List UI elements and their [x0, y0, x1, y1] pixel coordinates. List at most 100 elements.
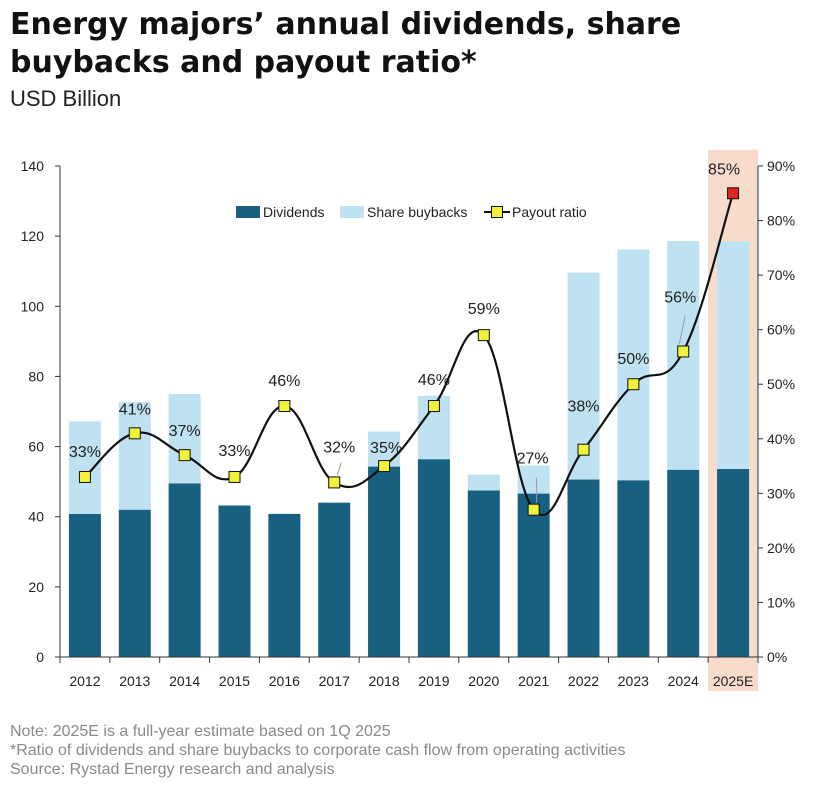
payout-label-2014: 37% [169, 423, 201, 440]
y2-tick-label: 80% [767, 213, 795, 229]
payout-label-2019: 46% [418, 372, 450, 389]
x-tick-label-2019: 2019 [418, 673, 449, 689]
bar-dividends-2016 [268, 513, 301, 657]
payout-marker-2018 [378, 460, 391, 473]
legend-swatch-dividends [236, 206, 260, 218]
payout-label-2021: 27% [517, 451, 549, 468]
y-tick-label: 100 [21, 298, 45, 314]
bar-dividends-2024 [667, 469, 700, 657]
x-tick-label-2012: 2012 [69, 673, 100, 689]
y2-tick-label: 70% [767, 267, 795, 283]
bar-buybacks-2013 [118, 402, 151, 510]
payout-marker-2022 [577, 443, 590, 456]
y-tick-label: 120 [21, 228, 45, 244]
x-tick-label-2018: 2018 [368, 673, 399, 689]
y2-tick-label: 40% [767, 431, 795, 447]
footnote-source: Source: Rystad Energy research and analy… [10, 761, 335, 778]
bar-dividends-2017 [318, 502, 351, 657]
bar-dividends-2022 [567, 479, 600, 657]
y-tick-label: 80 [28, 368, 44, 384]
x-tick-label-2023: 2023 [618, 673, 649, 689]
payout-marker-2021 [527, 503, 540, 516]
footnotes: Note: 2025E is a full-year estimate base… [10, 722, 810, 779]
payout-label-2023: 50% [617, 351, 649, 368]
y2-tick-label: 30% [767, 485, 795, 501]
x-tick-label-2024: 2024 [668, 673, 699, 689]
y-tick-label: 40 [28, 509, 44, 525]
payout-marker-2023 [627, 378, 640, 391]
bar-buybacks-2020 [467, 474, 500, 491]
bar-dividends-2012 [68, 513, 101, 657]
bar-dividends-2025e [717, 469, 750, 657]
x-tick-label-2013: 2013 [119, 673, 150, 689]
y2-tick-label: 10% [767, 594, 795, 610]
payout-label-leader [678, 315, 686, 345]
bar-buybacks-2014 [168, 393, 201, 484]
legend-swatch-buybacks [340, 206, 364, 218]
payout-marker-2012 [78, 470, 91, 483]
legend-swatch-payout-marker [491, 206, 503, 218]
y2-tick-label: 50% [767, 376, 795, 392]
payout-marker-2024 [677, 345, 690, 358]
bar-dividends-2020 [467, 490, 500, 657]
bar-buybacks-2023 [617, 249, 650, 481]
payout-label-2018: 35% [370, 440, 402, 457]
y2-tick-label: 60% [767, 322, 795, 338]
payout-marker-2020 [477, 329, 490, 342]
y-tick-label: 140 [21, 158, 45, 174]
bar-dividends-2013 [118, 509, 151, 657]
payout-marker-2019 [427, 400, 440, 413]
axes-layer: 0 20 40 60 80 100 120 140 0% 10% 20% 30% 40% 50% 60% 70… [21, 158, 795, 689]
payout-label-2015: 33% [218, 443, 250, 460]
payout-label-leader [336, 462, 342, 476]
payout-label-2013: 41% [119, 401, 151, 418]
bar-buybacks-2025e [717, 241, 750, 470]
x-tick-label-2016: 2016 [269, 673, 300, 689]
legend: Dividends Share buybacks Payout ratio [236, 204, 587, 220]
footnote-ratio-definition: *Ratio of dividends and share buybacks t… [10, 742, 626, 759]
payout-label-2022: 38% [567, 399, 599, 416]
x-tick-label-2022: 2022 [568, 673, 599, 689]
payout-marker-2015 [228, 470, 241, 483]
y-tick-label: 20 [28, 579, 44, 595]
payout-label-2020: 59% [468, 301, 500, 318]
payout-label-2016: 46% [268, 373, 300, 390]
chart-subtitle: USD Billion [10, 86, 122, 111]
payout-line-layer [78, 187, 740, 517]
legend-label-dividends: Dividends [263, 204, 324, 220]
payout-marker-2017 [328, 476, 341, 489]
x-tick-label-2014: 2014 [169, 673, 200, 689]
x-tick-label-2020: 2020 [468, 673, 499, 689]
payout-label-2025e: 85% [708, 161, 740, 178]
bar-dividends-2018 [368, 466, 401, 657]
y2-tick-label: 90% [767, 158, 795, 174]
payout-labels-layer: 33% 41% 37% 33% 46% 32% 35% 46% 59% 27% 38% 50% 56% 8… [69, 161, 740, 503]
bar-buybacks-2021 [517, 465, 550, 494]
payout-marker-2016 [278, 400, 291, 413]
y-tick-label: 0 [36, 649, 44, 665]
payout-marker-2013 [128, 427, 141, 440]
bars-layer [68, 241, 750, 657]
bar-dividends-2019 [417, 459, 450, 657]
legend-label-buybacks: Share buybacks [367, 204, 467, 220]
payout-marker-2014 [178, 449, 191, 462]
y2-tick-label: 0% [767, 649, 787, 665]
payout-marker-2025e [727, 187, 740, 200]
legend-label-payout: Payout ratio [512, 204, 587, 220]
bar-dividends-2015 [218, 505, 251, 657]
y-tick-label: 60 [28, 439, 44, 455]
bar-buybacks-2012 [68, 421, 101, 514]
x-tick-label-2021: 2021 [518, 673, 549, 689]
y2-tick-label: 20% [767, 540, 795, 556]
x-tick-label-2025e: 2025E [713, 673, 753, 689]
payout-label-2017: 32% [323, 439, 355, 456]
footnote-estimate: Note: 2025E is a full-year estimate base… [10, 723, 391, 740]
chart-area: 0 20 40 60 80 100 120 140 0% 10% 20% 30% 40% 50% 60% 70… [21, 150, 795, 691]
bar-dividends-2021 [517, 493, 550, 657]
bar-dividends-2023 [617, 480, 650, 657]
bar-dividends-2014 [168, 483, 201, 657]
chart-title: Energy majors’ annual dividends, share b… [10, 7, 682, 80]
x-tick-label-2017: 2017 [319, 673, 350, 689]
payout-label-2024: 56% [664, 289, 696, 306]
x-tick-label-2015: 2015 [219, 673, 250, 689]
